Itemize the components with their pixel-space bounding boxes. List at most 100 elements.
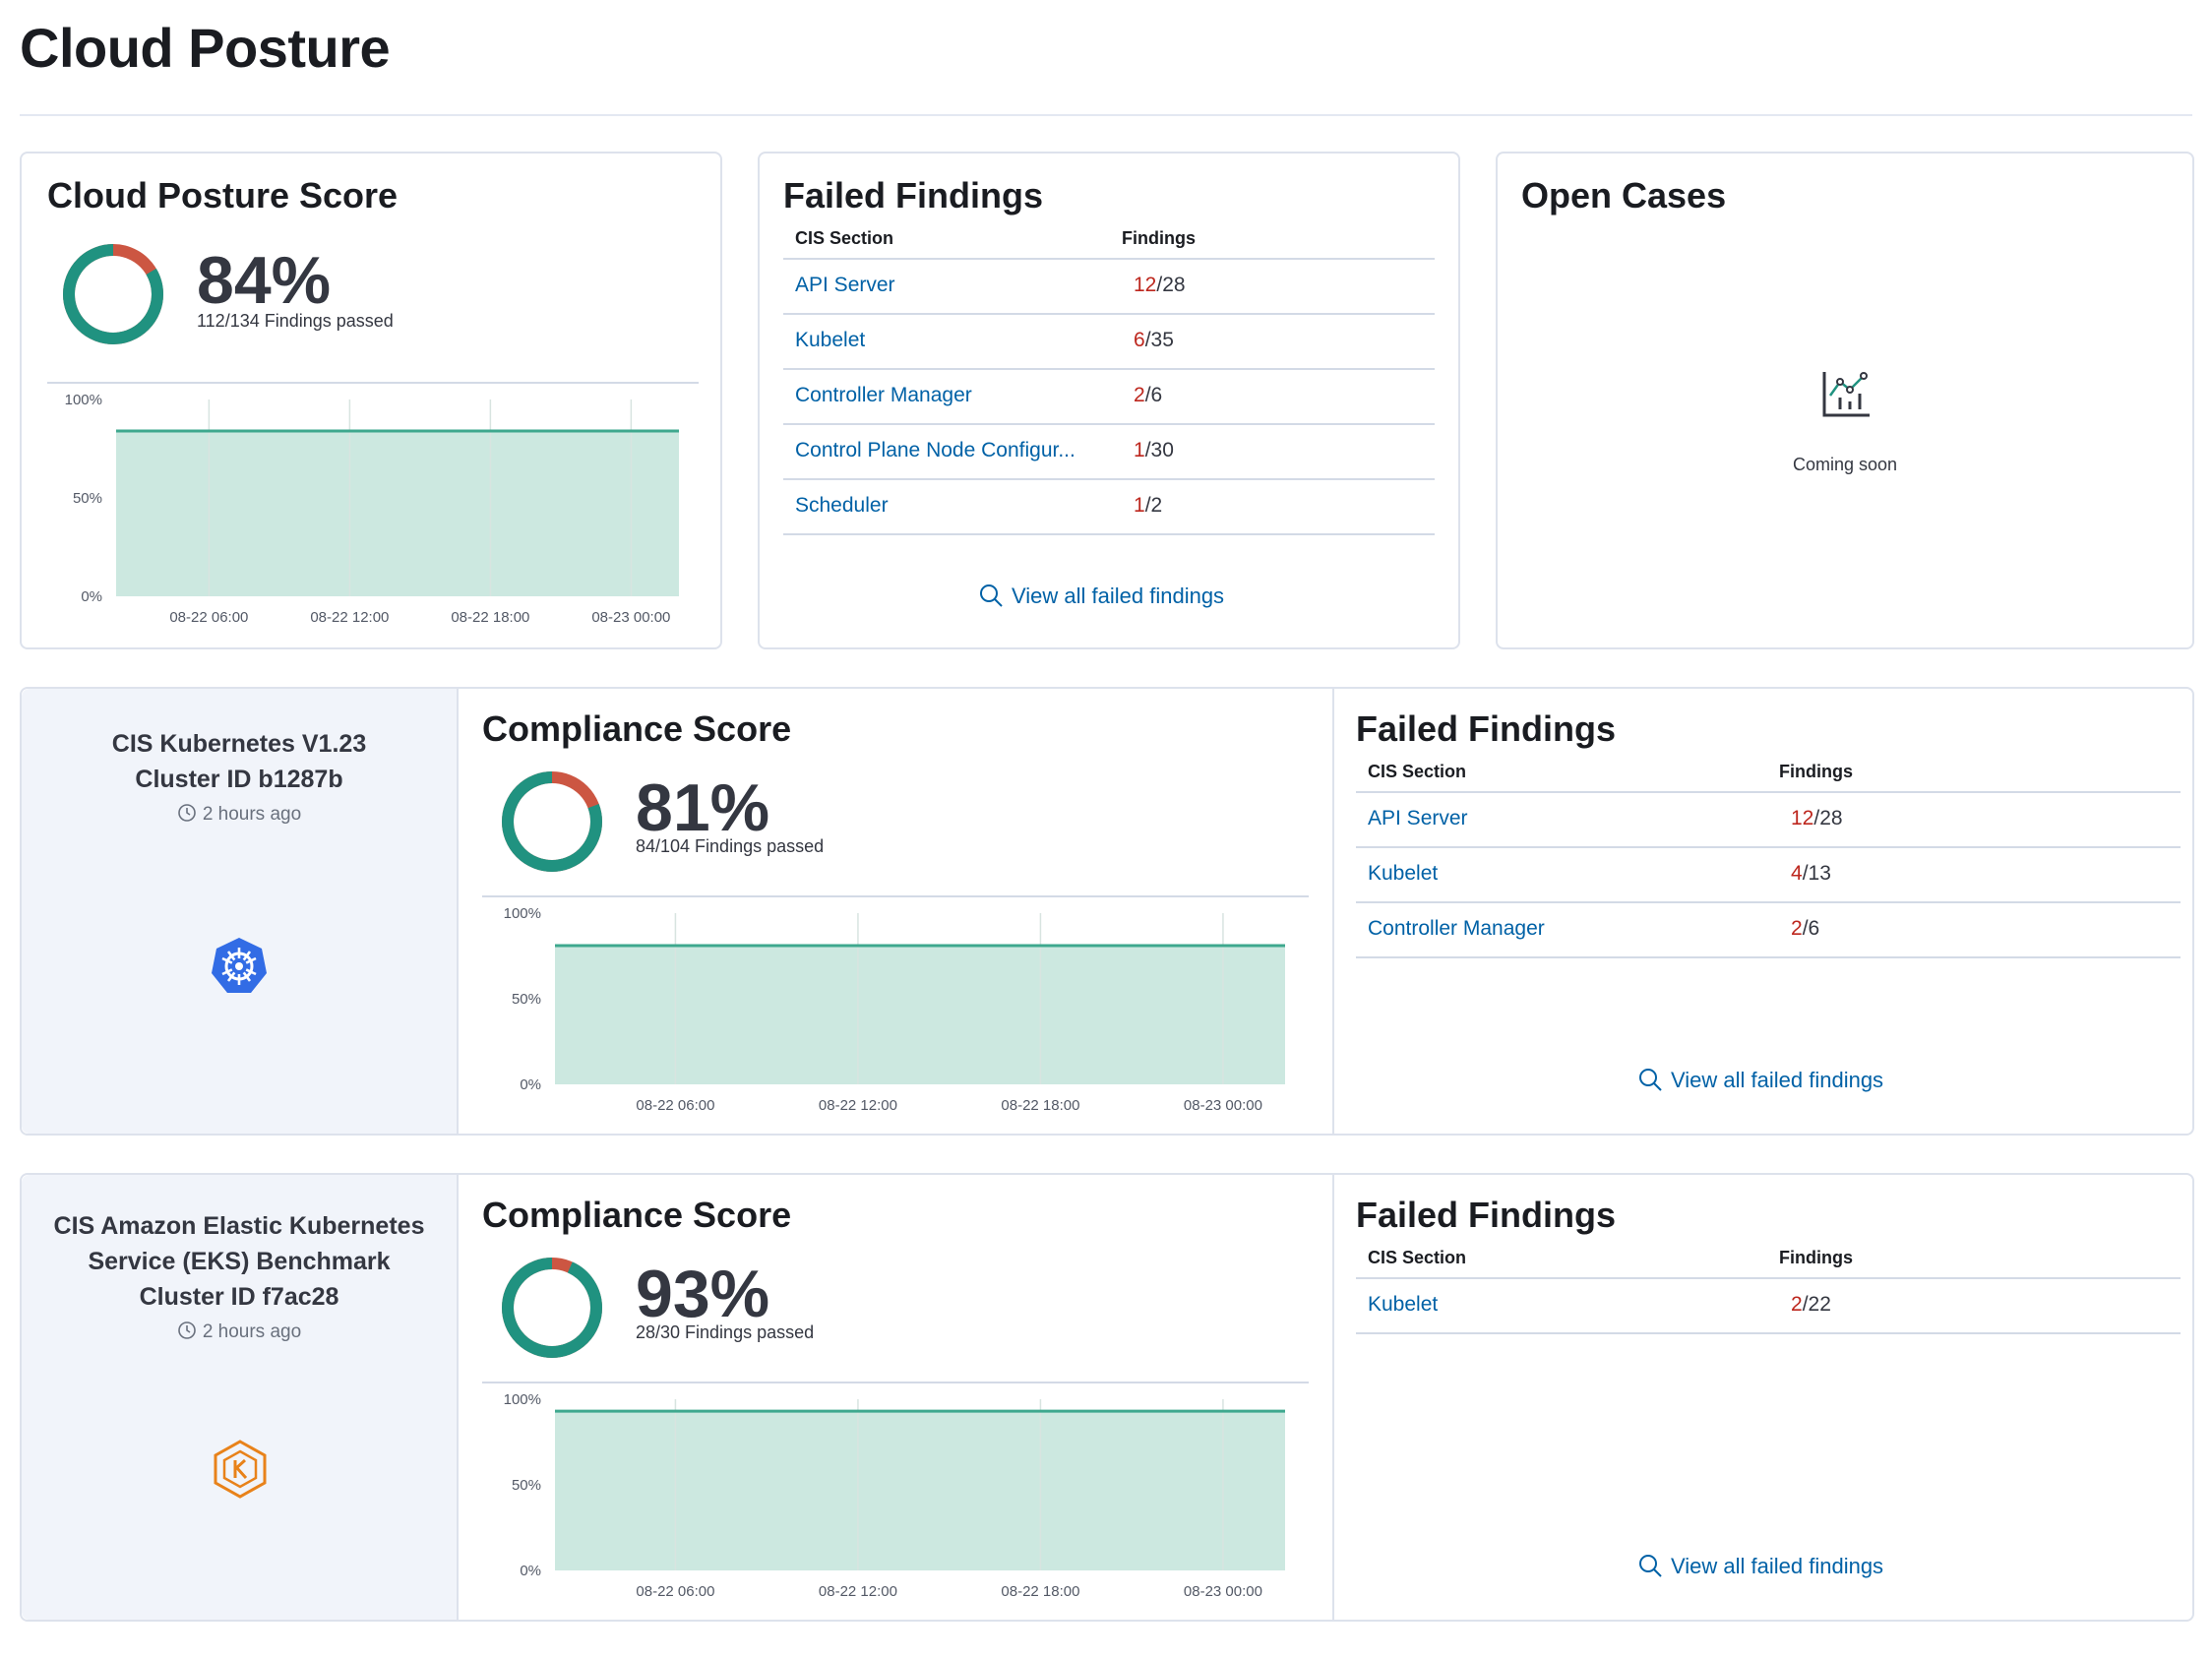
- area-fill: [555, 1411, 1285, 1570]
- table-row: API Server 12/28: [1356, 793, 2181, 848]
- x-tick-label: 08-22 12:00: [310, 609, 389, 626]
- table-row: Controller Manager 2/6: [783, 370, 1435, 425]
- table-header-rule: [1356, 791, 2181, 793]
- donut-passed-arc: [502, 1258, 602, 1358]
- score-percent: 84%: [197, 243, 332, 318]
- last-evaluated-text: 2 hours ago: [202, 1321, 302, 1342]
- findings-count: 1/2: [1134, 494, 1162, 518]
- cis-section-link[interactable]: Controller Manager: [795, 384, 972, 406]
- chart-divider: [47, 382, 699, 384]
- cis-section-link[interactable]: Kubelet: [795, 329, 866, 351]
- benchmark-panel-kubernetes: CIS Kubernetes V1.23 Cluster ID b1287b 2…: [20, 687, 2194, 1136]
- view-all-label: View all failed findings: [1671, 1068, 1884, 1092]
- compliance-score-title: Compliance Score: [482, 708, 792, 749]
- x-tick-label: 08-22 12:00: [819, 1583, 897, 1600]
- y-tick-label: 50%: [73, 490, 102, 507]
- magnifier-icon: [1639, 1555, 1662, 1577]
- area-fill: [116, 431, 679, 596]
- column-header-findings: Findings: [1779, 762, 1853, 781]
- compliance-percent: 81%: [636, 770, 770, 845]
- cis-section-link[interactable]: Kubelet: [1368, 862, 1439, 885]
- cloud-posture-score-panel: Cloud Posture Score 84% 112/134 Findings…: [20, 152, 722, 649]
- total-count: /2: [1144, 494, 1163, 517]
- total-count: /6: [1144, 384, 1163, 406]
- panel-title: Cloud Posture Score: [47, 175, 399, 215]
- benchmark-name: CIS Amazon Elastic Kubernetes: [53, 1212, 425, 1240]
- score-passed-text: 112/134 Findings passed: [197, 311, 394, 331]
- findings-count: 6/35: [1134, 329, 1174, 352]
- failed-count: 6: [1134, 329, 1145, 351]
- findings-count: 2/6: [1134, 384, 1162, 407]
- x-tick-label: 08-23 00:00: [1184, 1097, 1262, 1114]
- failed-count: 2: [1134, 384, 1145, 406]
- failed-count: 12: [1791, 807, 1814, 830]
- trend-svg: 08-22 06:00 08-22 12:00 08-22 18:00 08-23 0…: [504, 905, 1285, 1114]
- cis-section-link[interactable]: API Server: [1368, 807, 1468, 830]
- total-count: /35: [1144, 329, 1174, 351]
- table-row: Control Plane Node Configur... 1/30: [783, 425, 1435, 480]
- findings-count: 2/6: [1791, 917, 1819, 941]
- cis-section-link[interactable]: Control Plane Node Configur...: [795, 439, 1075, 461]
- eks-icon: [214, 1440, 267, 1499]
- failed-count: 2: [1791, 1293, 1803, 1316]
- table-row: Kubelet 6/35: [783, 315, 1435, 370]
- clock-icon: [178, 804, 196, 822]
- y-tick-label: 0%: [520, 1076, 541, 1093]
- x-tick-label: 08-22 18:00: [1001, 1097, 1079, 1114]
- findings-count: 4/13: [1791, 862, 1831, 886]
- page-title: Cloud Posture: [20, 17, 391, 79]
- chart-icon: [1822, 372, 1870, 417]
- failed-count: 4: [1791, 862, 1803, 885]
- cis-section-link[interactable]: Scheduler: [795, 494, 889, 517]
- last-evaluated: 2 hours ago: [22, 803, 457, 826]
- total-count: /13: [1802, 862, 1831, 885]
- cluster-id: Cluster ID b1287b: [135, 766, 343, 793]
- table-row: Kubelet 2/22: [1356, 1279, 2181, 1334]
- coming-soon-text: Coming soon: [1792, 455, 1898, 474]
- total-count: /6: [1802, 917, 1820, 940]
- y-tick-label: 100%: [504, 1391, 541, 1408]
- kubernetes-icon: [212, 938, 267, 993]
- total-count: /30: [1144, 439, 1174, 461]
- compliance-percent: 93%: [636, 1257, 770, 1331]
- score-donut: [63, 244, 163, 344]
- view-all-failed-findings-link[interactable]: View all failed findings: [1637, 1553, 1883, 1579]
- benchmark-panel-eks: CIS Amazon Elastic Kubernetes Service (E…: [20, 1173, 2194, 1622]
- cis-section-link[interactable]: Kubelet: [1368, 1293, 1439, 1316]
- compliance-donut: [502, 1258, 602, 1358]
- failed-findings-title: Failed Findings: [1356, 1195, 1617, 1235]
- cis-section-link[interactable]: Controller Manager: [1368, 917, 1545, 940]
- total-count: /28: [1813, 807, 1843, 830]
- column-header-findings: Findings: [1779, 1248, 1853, 1267]
- compliance-passed-text: 28/30 Findings passed: [636, 1322, 815, 1342]
- magnifier-icon: [1639, 1069, 1662, 1091]
- x-tick-label: 08-23 00:00: [591, 609, 670, 626]
- x-tick-label: 08-22 18:00: [451, 609, 529, 626]
- x-tick-label: 08-22 06:00: [169, 609, 248, 626]
- trend-svg: 08-22 06:00 08-22 12:00 08-22 18:00 08-23 0…: [65, 392, 679, 626]
- compliance-passed-text: 84/104 Findings passed: [636, 836, 825, 856]
- benchmark-divider: [1332, 1175, 1334, 1620]
- total-count: /28: [1156, 274, 1186, 296]
- view-all-failed-findings-link[interactable]: View all failed findings: [978, 583, 1224, 609]
- compliance-donut: [502, 771, 602, 872]
- panel-title: Failed Findings: [783, 175, 1044, 215]
- view-all-label: View all failed findings: [1671, 1554, 1884, 1578]
- x-tick-label: 08-22 12:00: [819, 1097, 897, 1114]
- total-count: /22: [1802, 1293, 1831, 1316]
- table-row: Kubelet 4/13: [1356, 848, 2181, 903]
- open-cases-panel: Open Cases Coming soon: [1496, 152, 2194, 649]
- cis-section-link[interactable]: API Server: [795, 274, 895, 296]
- donut-passed-arc: [502, 771, 602, 872]
- x-tick-label: 08-22 06:00: [636, 1097, 714, 1114]
- table-row: API Server 12/28: [783, 260, 1435, 315]
- table-header-rule: [1356, 1277, 2181, 1279]
- failed-findings-title: Failed Findings: [1356, 708, 1617, 749]
- y-tick-label: 100%: [65, 392, 102, 408]
- magnifier-icon: [980, 584, 1003, 607]
- findings-count: 1/30: [1134, 439, 1174, 462]
- view-all-failed-findings-link[interactable]: View all failed findings: [1637, 1067, 1883, 1093]
- y-tick-label: 100%: [504, 905, 541, 922]
- findings-count: 12/28: [1791, 807, 1843, 830]
- column-header-findings: Findings: [1122, 228, 1196, 248]
